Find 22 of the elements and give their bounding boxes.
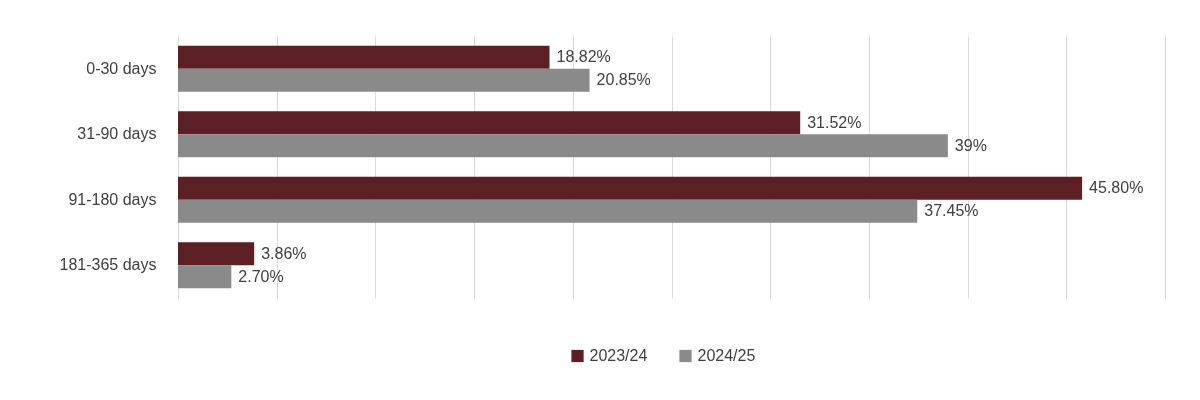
y-tick-label: 0-30 days [86,59,157,77]
bar [178,68,590,92]
data-label: 3.86% [261,244,307,262]
bar [178,111,801,135]
data-label: 2.70% [238,267,284,285]
data-label: 37.45% [924,202,979,220]
data-label: 45.80% [1089,179,1144,197]
data-label: 39% [954,136,987,154]
bar [178,265,232,289]
data-label: 18.82% [556,48,611,66]
bar [178,176,1083,200]
legend-label: 2024/25 [697,347,756,364]
bar [178,199,918,223]
y-tick-label: 181-365 days [59,256,157,274]
legend-label: 2023/24 [589,347,648,364]
data-label: 31.52% [807,113,862,131]
bar [178,242,255,266]
data-label: 20.85% [596,71,651,89]
y-tick-label: 31-90 days [77,125,157,143]
bar [178,134,948,158]
y-tick-label: 91-180 days [68,190,157,208]
bar [178,45,550,69]
